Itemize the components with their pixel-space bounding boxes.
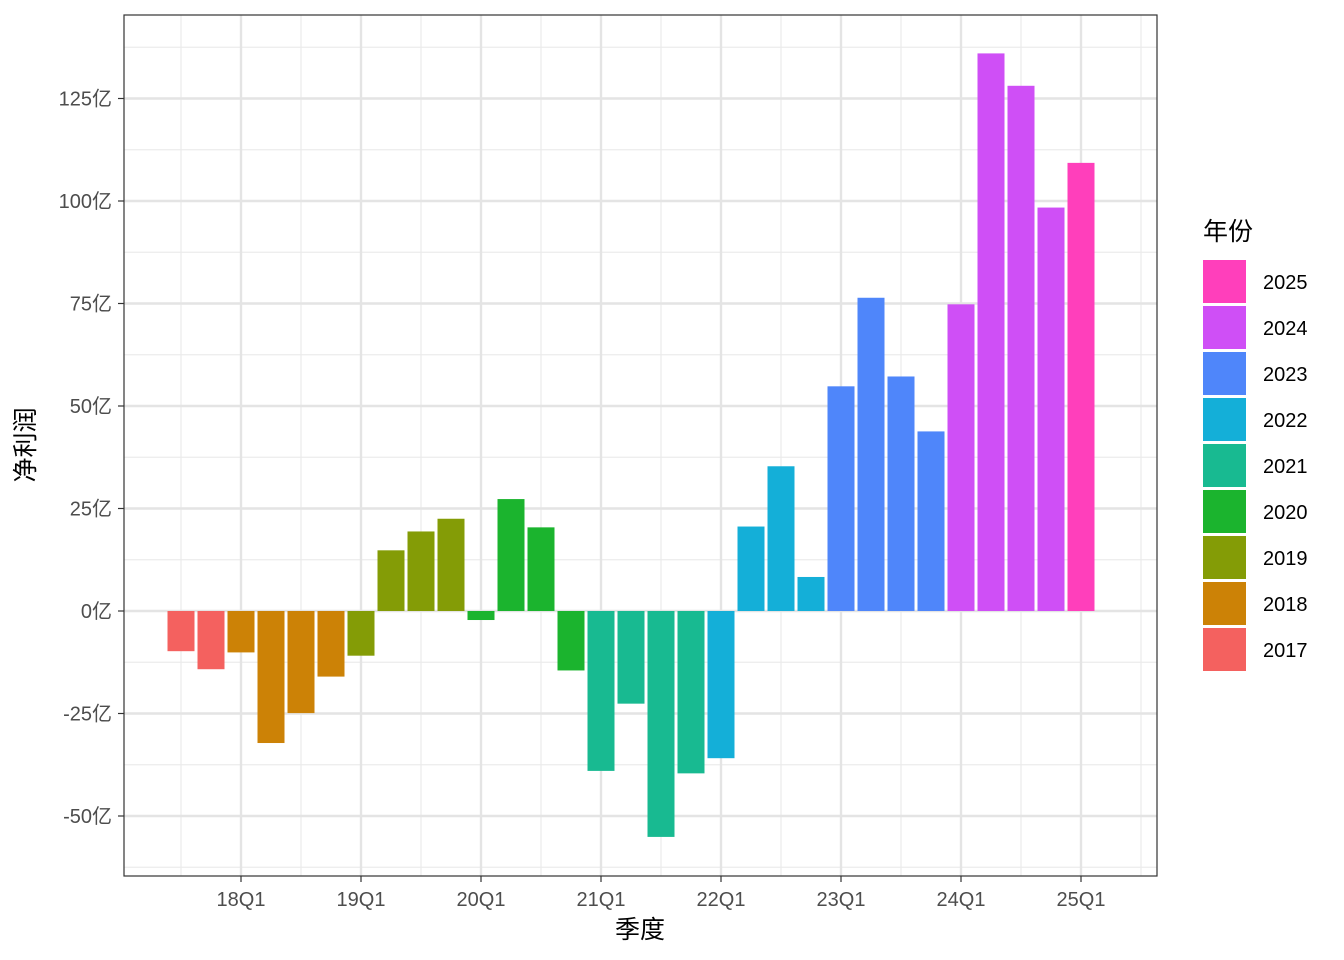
- legend-key: [1203, 536, 1246, 579]
- panel-border: [123, 14, 1158, 877]
- legend-title: 年份: [1203, 217, 1253, 246]
- bar-2022: [797, 576, 825, 611]
- x-tick-label: 18Q1: [217, 889, 266, 911]
- y-axis: -50亿 -25亿 0亿 25亿 50亿 75亿 100亿 125亿: [59, 88, 124, 828]
- x-tick-label: 24Q1: [937, 889, 986, 911]
- legend-label: 2018: [1263, 594, 1308, 616]
- bar-2024: [1007, 85, 1035, 612]
- bar-2024: [1037, 207, 1065, 611]
- bar-2023: [917, 431, 945, 611]
- legend-key: [1203, 398, 1246, 441]
- bar-2024: [977, 53, 1005, 611]
- bar-2022: [737, 526, 765, 611]
- plot-panel: [123, 14, 1158, 877]
- y-tick-label: 0亿: [81, 600, 112, 623]
- bar-2020: [467, 611, 495, 621]
- bar-2021: [587, 611, 615, 771]
- legend-label: 2025: [1263, 272, 1308, 294]
- legend-label: 2024: [1263, 318, 1308, 340]
- bar-2019: [437, 518, 465, 611]
- legend-label: 2022: [1263, 410, 1308, 432]
- bar-2023: [827, 386, 855, 611]
- x-tick-label: 20Q1: [457, 889, 506, 911]
- bar-2020: [557, 611, 585, 671]
- bar-2018: [257, 611, 285, 744]
- legend-key: [1203, 490, 1246, 533]
- bar-2019: [407, 531, 435, 611]
- bar-2019: [377, 550, 405, 611]
- legend-key: [1203, 628, 1246, 671]
- bar-2017: [197, 611, 225, 670]
- bar-2021: [617, 611, 645, 704]
- bar-2022: [707, 611, 735, 759]
- x-tick-label: 22Q1: [697, 889, 746, 911]
- bar-2018: [227, 611, 255, 653]
- bar-2023: [857, 297, 885, 611]
- legend: 年份 2025 2024 2023 2022 2021 2020 2019 2018 2017: [1203, 217, 1308, 671]
- legend-key: [1203, 306, 1246, 349]
- y-tick-label: 75亿: [70, 293, 112, 316]
- bar-2024: [947, 304, 975, 611]
- legend-key: [1203, 260, 1246, 303]
- legend-label: 2023: [1263, 364, 1308, 386]
- bar-2023: [887, 376, 915, 611]
- bars: [167, 53, 1095, 837]
- y-tick-label: 100亿: [59, 190, 112, 213]
- legend-label: 2017: [1263, 640, 1308, 662]
- x-tick-label: 19Q1: [337, 889, 386, 911]
- legend-key: [1203, 444, 1246, 487]
- legend-label: 2019: [1263, 548, 1308, 570]
- legend-key: [1203, 352, 1246, 395]
- bar-2018: [287, 611, 315, 714]
- y-tick-label: 25亿: [70, 498, 112, 521]
- y-axis-title: 净利润: [11, 407, 40, 482]
- y-tick-label: -25亿: [63, 703, 112, 726]
- legend-label: 2020: [1263, 502, 1308, 524]
- y-tick-label: -50亿: [63, 805, 112, 828]
- legend-key: [1203, 582, 1246, 625]
- bar-2025: [1067, 162, 1095, 611]
- bar-2017: [167, 611, 195, 652]
- x-axis-title: 季度: [615, 915, 665, 944]
- y-tick-label: 125亿: [59, 88, 112, 111]
- x-tick-label: 25Q1: [1057, 889, 1106, 911]
- bar-2018: [317, 611, 345, 677]
- bar-2020: [527, 527, 555, 611]
- legend-label: 2021: [1263, 456, 1308, 478]
- bar-2021: [677, 611, 705, 774]
- bar-2020: [497, 499, 525, 611]
- y-tick-label: 50亿: [70, 395, 112, 418]
- x-tick-label: 23Q1: [817, 889, 866, 911]
- bar-2019: [347, 611, 375, 656]
- bar-2022: [767, 466, 795, 611]
- x-axis: 18Q1 19Q1 20Q1 21Q1 22Q1 23Q1 24Q1 25Q1: [217, 876, 1106, 911]
- x-tick-label: 21Q1: [577, 889, 626, 911]
- legend-items: 2025 2024 2023 2022 2021 2020 2019 2018 2017: [1203, 260, 1308, 671]
- bar-2021: [647, 611, 675, 837]
